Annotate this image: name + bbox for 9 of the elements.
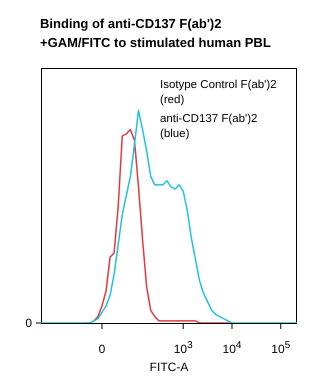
x-tick-label: 10$^{4}$: [222, 340, 242, 356]
chart-title: Binding of anti-CD137 F(ab')2 +GAM/FITC to stimulated human PBL: [40, 15, 272, 52]
x-axis-title: FITC-A: [150, 360, 188, 374]
x-tick-label: 10$^{3}$: [174, 340, 194, 356]
annotation: anti-CD137 F(ab')2 (blue): [160, 112, 258, 142]
x-tick-label: 0: [98, 342, 106, 356]
text: Isotype Control F(ab')2 (red): [160, 78, 278, 108]
x-tick-label: 10$^{5}$: [271, 340, 291, 356]
text: 0: [25, 316, 32, 330]
